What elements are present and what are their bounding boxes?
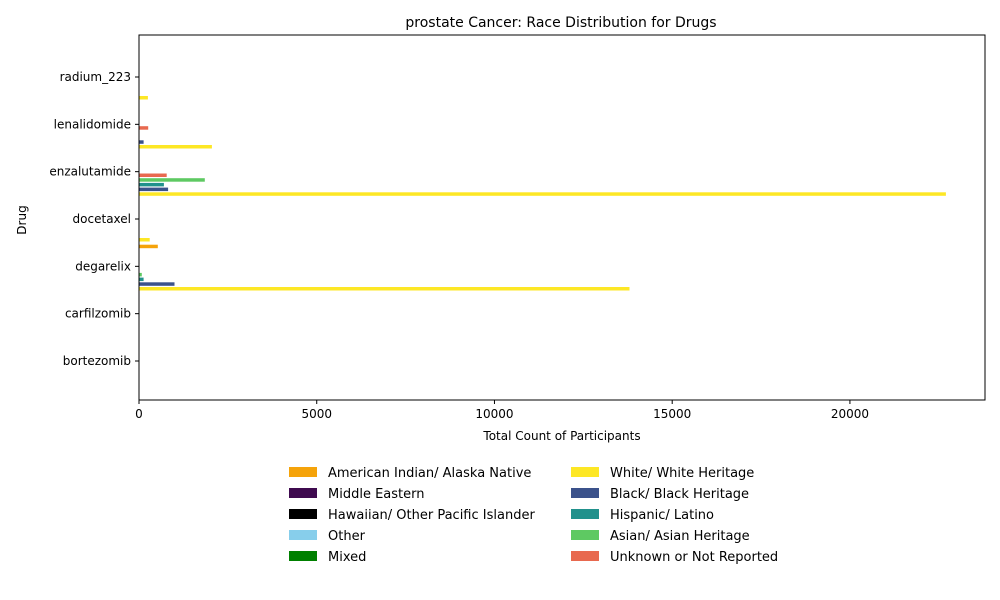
- legend-swatch: [289, 551, 317, 561]
- legend-label: Hawaiian/ Other Pacific Islander: [328, 508, 535, 523]
- y-tick-label: docetaxel: [73, 212, 131, 226]
- legend-label: Other: [328, 529, 366, 544]
- legend-swatch: [289, 467, 317, 477]
- bars: [139, 96, 946, 291]
- legend-swatch: [571, 551, 599, 561]
- bar-degarelix-6: [139, 272, 142, 277]
- legend-label: Middle Eastern: [328, 487, 424, 502]
- legend-swatch: [289, 530, 317, 540]
- legend-swatch: [571, 509, 599, 519]
- bar-lenalidomide-9: [139, 145, 212, 149]
- legend-label: Unknown or Not Reported: [610, 550, 778, 565]
- y-tick-label: degarelix: [75, 259, 131, 273]
- bar-degarelix-9: [139, 287, 630, 291]
- bar-enzalutamide-6: [139, 178, 205, 182]
- legend-swatch: [289, 488, 317, 498]
- legend-swatch: [571, 467, 599, 477]
- x-tick-label: 20000: [831, 407, 869, 421]
- legend-label: Asian/ Asian Heritage: [610, 529, 750, 544]
- legend-label: Hispanic/ Latino: [610, 508, 714, 523]
- y-tick-label: radium_223: [60, 70, 131, 84]
- x-axis-ticks: 0 5000 10000 15000 20000: [135, 400, 869, 421]
- bar-lenalidomide-5: [139, 126, 149, 130]
- x-tick-label: 0: [135, 407, 143, 421]
- bar-enzalutamide-7: [139, 182, 164, 187]
- bar-enzalutamide-8: [139, 187, 169, 192]
- y-tick-label: bortezomib: [63, 354, 131, 368]
- x-tick-label: 5000: [301, 407, 332, 421]
- bar-degarelix-8: [139, 282, 175, 286]
- bar-enzalutamide-9: [139, 192, 946, 196]
- bar-degarelix-7: [139, 277, 144, 282]
- bar-lenalidomide-8: [139, 140, 144, 144]
- legend-label: White/ White Heritage: [610, 466, 754, 481]
- x-tick-label: 10000: [475, 407, 513, 421]
- legend-swatch: [571, 488, 599, 498]
- legend: American Indian/ Alaska Native Middle Eas…: [289, 466, 778, 565]
- legend-label: American Indian/ Alaska Native: [328, 466, 531, 481]
- legend-label: Mixed: [328, 550, 366, 565]
- chart-title: prostate Cancer: Race Distribution for D…: [405, 15, 716, 31]
- y-axis-label: Drug: [15, 205, 29, 234]
- legend-swatch: [571, 530, 599, 540]
- y-tick-label: enzalutamide: [49, 165, 131, 179]
- x-axis-label: Total Count of Participants: [482, 429, 640, 443]
- bar-degarelix-0: [139, 244, 158, 249]
- y-tick-label: lenalidomide: [54, 117, 131, 131]
- y-tick-label: carfilzomib: [65, 307, 131, 321]
- bar-enzalutamide-5: [139, 173, 167, 177]
- bar-extra-0: [139, 96, 148, 100]
- x-tick-label: 15000: [653, 407, 691, 421]
- y-axis-ticks: radium_223 lenalidomide enzalutamide doceta…: [49, 70, 139, 368]
- plot-frame: [138, 34, 986, 401]
- bar-extra-1: [139, 238, 150, 242]
- legend-label: Black/ Black Heritage: [610, 487, 749, 502]
- legend-swatch: [289, 509, 317, 519]
